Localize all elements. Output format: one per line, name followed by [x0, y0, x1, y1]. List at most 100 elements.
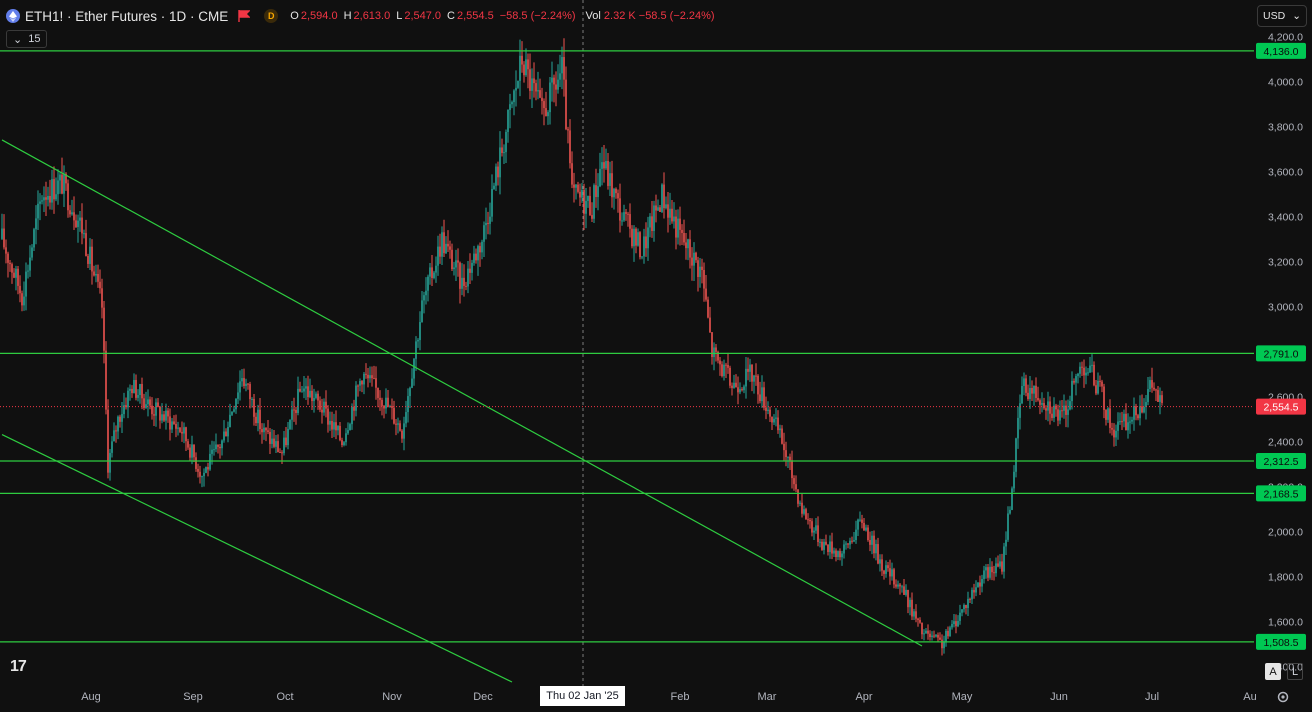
candle-body	[913, 611, 915, 617]
flag-icon[interactable]	[238, 10, 251, 22]
candle-body	[581, 190, 583, 198]
x-tick-label: Dec	[473, 691, 493, 703]
candle-body	[319, 400, 321, 410]
candle-body	[229, 414, 231, 428]
candle-body	[367, 374, 369, 379]
candle-body	[621, 220, 623, 222]
candle-body	[425, 290, 427, 296]
candle-body	[759, 394, 761, 402]
candle-body	[303, 388, 305, 392]
candle-body	[1139, 406, 1141, 419]
x-tick-label: Apr	[855, 691, 872, 703]
candle-body	[127, 390, 129, 408]
symbol-title[interactable]: ETH1! · Ether Futures · 1D · CME	[25, 8, 229, 24]
candle-body	[717, 351, 719, 361]
candle-body	[183, 427, 185, 434]
candle-body	[933, 635, 935, 637]
x-tick-label: Au	[1243, 691, 1256, 703]
candle-body	[369, 375, 371, 379]
candle-body	[1045, 408, 1047, 411]
candle-body	[559, 73, 561, 80]
candle-body	[685, 242, 687, 249]
candle-body	[775, 417, 777, 419]
candle-body	[31, 247, 33, 258]
candle-body	[543, 101, 545, 109]
candle-body	[849, 540, 851, 545]
candle-body	[911, 599, 913, 617]
candle-body	[643, 236, 645, 257]
candle-body	[65, 173, 67, 184]
crosshair-date-label: Thu 02 Jan '25	[540, 686, 625, 706]
candle-body	[153, 414, 155, 416]
gear-icon[interactable]	[1276, 690, 1290, 704]
candle-body	[767, 409, 769, 411]
candle-body	[751, 364, 753, 382]
candle-body	[1109, 408, 1111, 428]
candle-body	[359, 381, 361, 386]
currency-select[interactable]: USD ⌄	[1257, 5, 1307, 27]
candle-body	[659, 207, 661, 212]
level-price-badge	[1256, 485, 1306, 502]
candle-body	[779, 428, 781, 431]
candle-body	[609, 173, 611, 186]
indicators-toggle[interactable]: ⌄ 15	[6, 30, 48, 48]
candle-body	[885, 565, 887, 574]
candle-body	[75, 220, 77, 227]
candle-body	[1107, 408, 1109, 420]
candle-body	[625, 212, 627, 214]
candle-body	[1159, 395, 1161, 402]
candle-body	[991, 566, 993, 573]
candle-body	[305, 386, 307, 389]
auto-scale-button[interactable]: A	[1265, 663, 1281, 680]
candle-body	[499, 147, 501, 178]
candle-body	[819, 541, 821, 543]
candle-body	[813, 530, 815, 533]
log-scale-button[interactable]: L	[1287, 663, 1303, 680]
candle-body	[873, 535, 875, 554]
candle-body	[677, 218, 679, 238]
candle-body	[825, 541, 827, 545]
candle-body	[207, 467, 209, 470]
candle-body	[683, 232, 685, 243]
candle-body	[903, 586, 905, 595]
candle-body	[471, 262, 473, 273]
candle-body	[349, 424, 351, 431]
candle-body	[239, 381, 241, 393]
x-tick-label: Oct	[276, 691, 293, 703]
x-tick-label: Feb	[671, 691, 690, 703]
candle-body	[853, 540, 855, 542]
candle-body	[755, 375, 757, 377]
candle-body	[851, 540, 853, 542]
candle-body	[169, 416, 171, 430]
candle-body	[1053, 405, 1055, 418]
candle-body	[325, 401, 327, 409]
candle-body	[399, 423, 401, 431]
candle-body	[527, 59, 529, 70]
candle-body	[411, 378, 413, 388]
candle-body	[487, 222, 489, 224]
candle-body	[273, 438, 275, 447]
level-price-label: 2,312.5	[1263, 456, 1298, 468]
candle-body	[889, 568, 891, 577]
candle-body	[5, 247, 7, 254]
candle-body	[1121, 421, 1123, 423]
candle-body	[473, 253, 475, 263]
candle-body	[817, 525, 819, 543]
candle-body	[89, 246, 91, 264]
candle-body	[1095, 385, 1097, 394]
candle-body	[747, 368, 749, 372]
candle-body	[307, 386, 309, 398]
candle-body	[405, 412, 407, 424]
candle-body	[743, 386, 745, 391]
candle-body	[165, 410, 167, 421]
candle-body	[37, 203, 39, 219]
candle-body	[485, 222, 487, 226]
candle-body	[799, 502, 801, 504]
candle-body	[971, 589, 973, 600]
candle-body	[147, 399, 149, 405]
candle-body	[793, 478, 795, 485]
candle-body	[681, 229, 683, 233]
candle-body	[555, 84, 557, 90]
dividends-badge[interactable]: D	[264, 9, 279, 23]
